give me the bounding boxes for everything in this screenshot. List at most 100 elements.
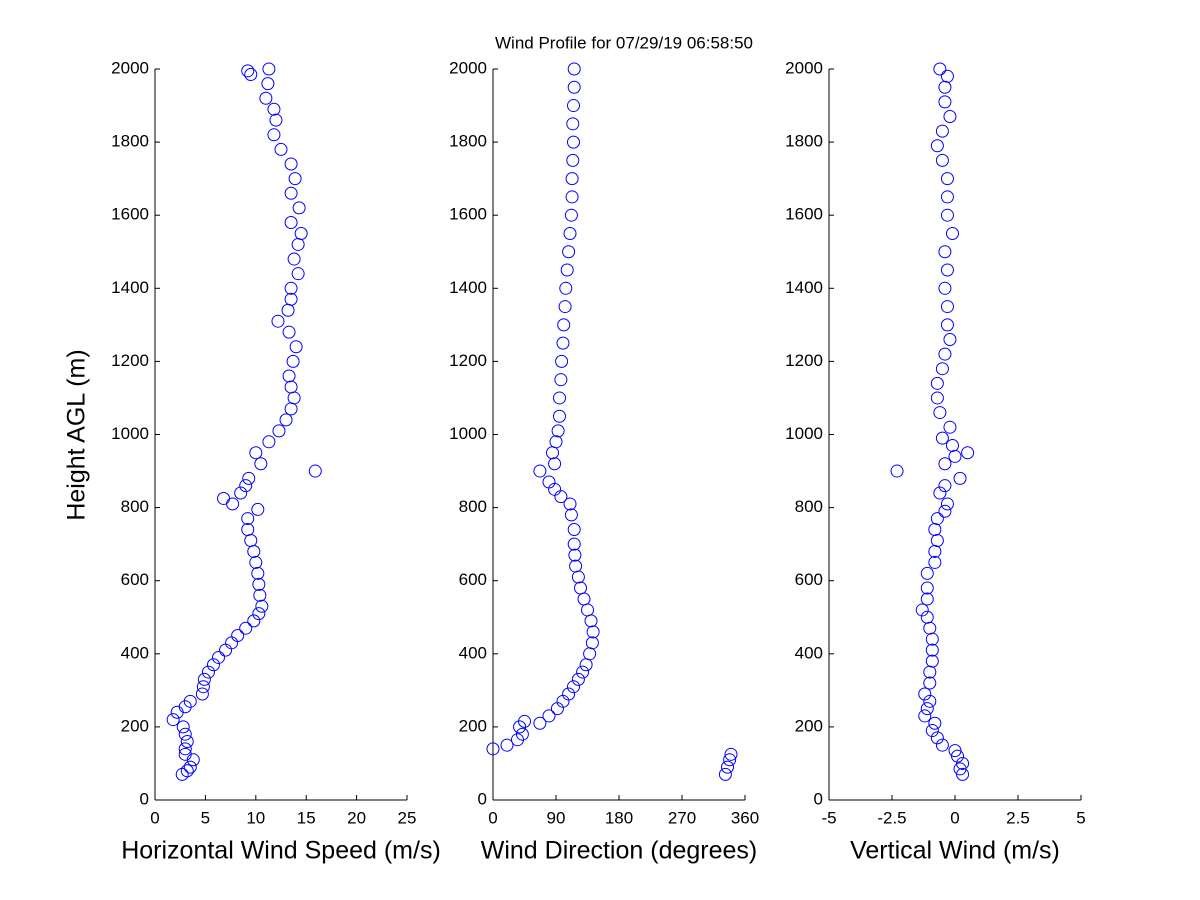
point — [557, 318, 571, 332]
point — [178, 727, 192, 741]
y-tick-label: 1600 — [111, 205, 149, 224]
point — [585, 636, 599, 650]
point — [567, 99, 580, 113]
point — [928, 555, 942, 569]
x-tick-label: 180 — [605, 808, 633, 827]
point — [249, 555, 263, 569]
y-tick-label: 600 — [795, 570, 823, 589]
point — [282, 369, 296, 383]
point — [563, 226, 577, 240]
point — [938, 504, 952, 518]
y-tick-label: 1000 — [111, 424, 149, 443]
x-tick-label: 0 — [150, 808, 159, 827]
point — [718, 767, 732, 781]
point — [566, 153, 580, 167]
point — [940, 318, 954, 332]
point — [241, 64, 255, 78]
point — [180, 735, 194, 749]
y-tick-label: 2000 — [111, 58, 149, 77]
point — [920, 702, 934, 716]
point — [244, 67, 258, 81]
point — [554, 373, 568, 387]
point — [562, 687, 576, 701]
y-tick-label: 1800 — [111, 132, 149, 151]
point — [940, 69, 954, 83]
point — [308, 464, 322, 478]
point — [231, 629, 245, 643]
x-tick-label: 10 — [246, 808, 265, 827]
point — [201, 665, 215, 679]
y-tick-label: 2000 — [785, 58, 823, 77]
point — [542, 475, 556, 489]
point — [553, 391, 566, 405]
point — [576, 665, 590, 679]
point — [566, 117, 580, 131]
y-tick-label: 400 — [459, 643, 487, 662]
point — [938, 457, 952, 471]
y-tick-label: 600 — [121, 570, 149, 589]
point — [564, 508, 578, 522]
point — [925, 643, 939, 657]
y-tick-label: 0 — [814, 789, 823, 808]
y-tick-label: 800 — [459, 497, 487, 516]
point — [267, 102, 281, 116]
y-tick-label: 1600 — [449, 205, 487, 224]
point — [549, 435, 563, 449]
point — [890, 464, 904, 478]
point — [180, 764, 194, 778]
point — [938, 281, 952, 295]
point — [282, 325, 296, 339]
y-tick-label: 1400 — [785, 278, 823, 297]
point — [252, 577, 266, 591]
point — [242, 471, 256, 485]
point — [568, 548, 582, 562]
x-tick-label: 0 — [488, 808, 497, 827]
point — [567, 80, 581, 94]
point — [943, 420, 957, 434]
point — [254, 457, 268, 471]
point — [930, 731, 944, 745]
point — [262, 62, 276, 76]
point — [548, 457, 562, 471]
x-axis-label: Vertical Wind (m/s) — [850, 837, 1060, 865]
point — [938, 479, 952, 493]
point — [930, 512, 944, 526]
point — [284, 157, 298, 171]
point — [284, 216, 298, 230]
y-tick-label: 600 — [459, 570, 487, 589]
point — [292, 201, 306, 215]
point — [935, 431, 949, 445]
point — [196, 680, 210, 694]
point — [956, 756, 970, 770]
point — [938, 95, 952, 109]
point — [551, 424, 565, 438]
x-tick-label: 15 — [297, 808, 316, 827]
point — [500, 738, 514, 752]
point — [567, 537, 581, 551]
x-axis-label: Wind Direction (degrees) — [481, 837, 758, 865]
point — [565, 172, 579, 186]
point — [197, 672, 211, 686]
point — [933, 486, 947, 500]
point — [920, 592, 934, 606]
y-tick-label: 800 — [121, 497, 149, 516]
point — [915, 603, 929, 617]
y-tick-label: 200 — [459, 716, 487, 735]
point — [255, 599, 269, 613]
point — [267, 128, 281, 142]
point — [212, 650, 226, 664]
point — [269, 113, 283, 127]
point — [284, 292, 298, 306]
point — [721, 760, 734, 774]
point — [920, 610, 934, 624]
y-tick-label: 1600 — [785, 205, 823, 224]
point — [559, 281, 573, 295]
point — [284, 186, 298, 200]
point — [943, 110, 957, 124]
y-tick-label: 400 — [795, 643, 823, 662]
x-tick-label: 0 — [950, 808, 959, 827]
point — [940, 300, 954, 314]
point — [925, 724, 939, 738]
point — [195, 687, 209, 701]
point — [555, 354, 569, 368]
